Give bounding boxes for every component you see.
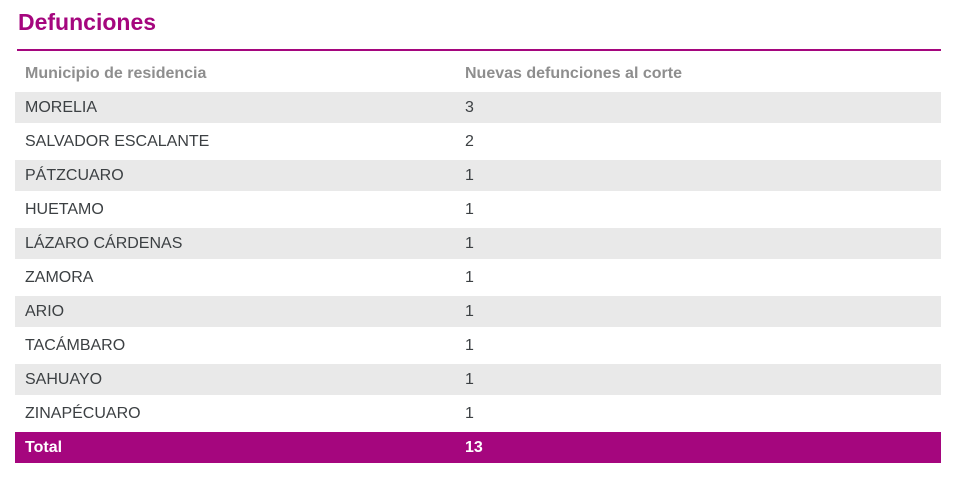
valor-cell: 1 — [455, 330, 941, 361]
table-row: TACÁMBARO 1 — [15, 330, 941, 361]
table-row: ZAMORA 1 — [15, 262, 941, 293]
total-label: Total — [15, 432, 455, 463]
table-row: MORELIA 3 — [15, 92, 941, 123]
municipio-cell: ZINAPÉCUARO — [15, 398, 455, 429]
valor-cell: 1 — [455, 160, 941, 191]
municipio-cell: LÁZARO CÁRDENAS — [15, 228, 455, 259]
valor-cell: 1 — [455, 194, 941, 225]
municipio-cell: ZAMORA — [15, 262, 455, 293]
municipio-cell: MORELIA — [15, 92, 455, 123]
valor-cell: 1 — [455, 364, 941, 395]
municipio-cell: PÁTZCUARO — [15, 160, 455, 191]
valor-cell: 3 — [455, 92, 941, 123]
table-row: HUETAMO 1 — [15, 194, 941, 225]
valor-cell: 1 — [455, 398, 941, 429]
municipio-cell: ARIO — [15, 296, 455, 327]
table-row: SAHUAYO 1 — [15, 364, 941, 395]
table-row: ARIO 1 — [15, 296, 941, 327]
valor-cell: 1 — [455, 228, 941, 259]
title-divider — [17, 49, 941, 51]
valor-cell: 2 — [455, 126, 941, 157]
table-row: PÁTZCUARO 1 — [15, 160, 941, 191]
column-header-defunciones: Nuevas defunciones al corte — [465, 64, 682, 82]
table-header-row: Municipio de residencia Nuevas defuncion… — [15, 58, 941, 89]
municipio-cell: SAHUAYO — [15, 364, 455, 395]
defunciones-table: Municipio de residencia Nuevas defuncion… — [15, 55, 941, 466]
total-row: Total 13 — [15, 432, 941, 463]
total-value: 13 — [455, 432, 941, 463]
page-title: Defunciones — [18, 9, 157, 35]
table-row: LÁZARO CÁRDENAS 1 — [15, 228, 941, 259]
column-header-municipio: Municipio de residencia — [25, 64, 207, 82]
table-row: ZINAPÉCUARO 1 — [15, 398, 941, 429]
municipio-cell: SALVADOR ESCALANTE — [15, 126, 455, 157]
municipio-cell: TACÁMBARO — [15, 330, 455, 361]
municipio-cell: HUETAMO — [15, 194, 455, 225]
valor-cell: 1 — [455, 296, 941, 327]
valor-cell: 1 — [455, 262, 941, 293]
table-row: SALVADOR ESCALANTE 2 — [15, 126, 941, 157]
